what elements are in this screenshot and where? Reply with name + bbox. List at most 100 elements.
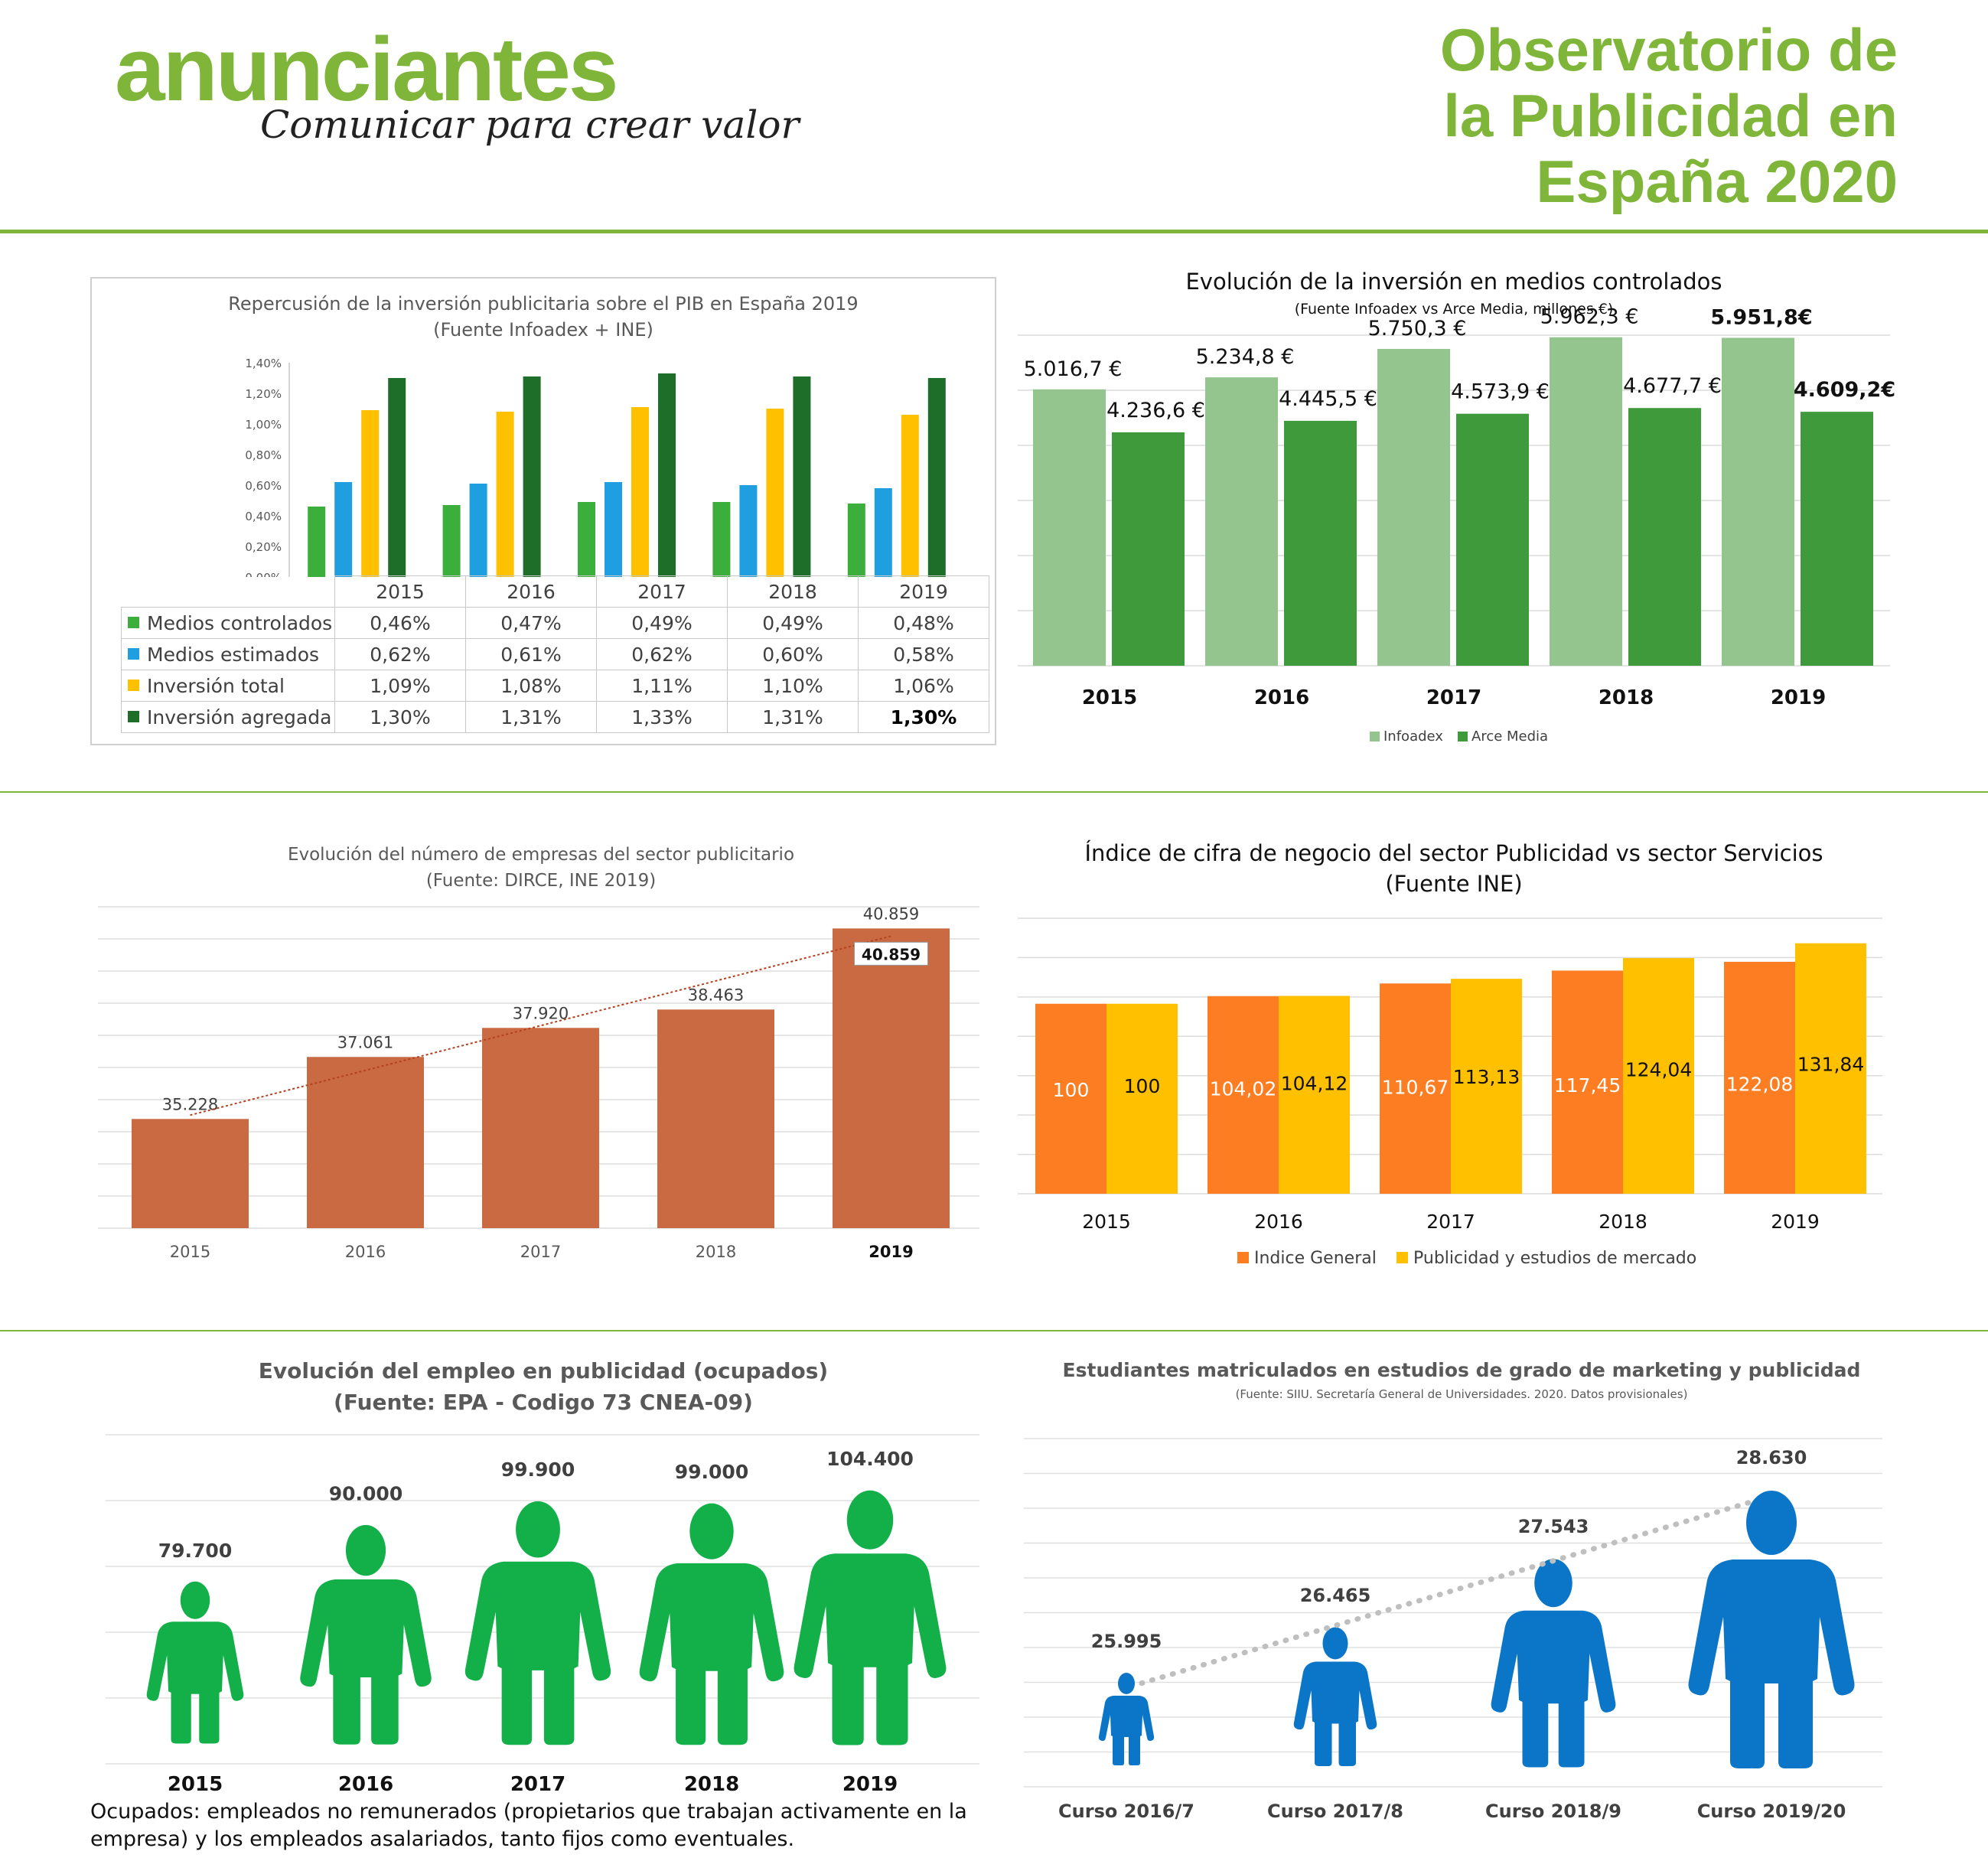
bar [657,1009,774,1228]
legend-label: Publicidad y estudios de mercado [1413,1249,1696,1268]
trendline [1139,1500,1752,1687]
pib-data-table: 2015 2016 2017 2018 2019 Medios controla… [121,575,989,733]
data-label: 28.630 [1736,1447,1807,1468]
bar [496,412,514,577]
x-tick-label: 2018 [1599,686,1654,709]
data-label: 100 [1124,1075,1161,1097]
data-label: 99.900 [501,1458,575,1481]
data-label: 122,08 [1726,1073,1793,1095]
bar [1552,970,1623,1194]
bar [578,502,595,577]
legend-label: Indice General [1254,1249,1377,1268]
empleo-chart: Evolución del empleo en publicidad (ocup… [106,1358,979,1796]
table-cell: 0,46% [334,607,466,639]
bar [1451,979,1522,1194]
data-label: 79.700 [158,1540,232,1562]
x-tick-label: 2017 [1426,1211,1475,1233]
ocupados-note: Ocupados: empleados no remunerados (prop… [90,1800,967,1851]
x-tick-label: 2017 [520,1243,561,1261]
bar [1106,1003,1178,1194]
data-label: 4.236,6 € [1106,399,1205,422]
data-label: 104.400 [826,1448,914,1470]
bar [361,410,380,577]
bar [766,409,784,577]
data-label: 5.962,3 € [1540,305,1639,329]
year-header: 2016 [465,575,597,608]
bar [442,505,461,577]
legend-swatch [1237,1252,1249,1263]
page-title-line-1: Observatorio de [1439,16,1898,83]
bar [1033,389,1106,666]
series-label: Inversión agregada [147,706,332,728]
y-tick-label: 1,40% [245,357,282,370]
table-row: Medios estimados 0,62% 0,61% 0,62% 0,60%… [121,638,989,670]
table-cell: 1,31% [465,701,597,733]
bar [1207,996,1279,1194]
bar [1724,961,1795,1194]
table-cell: 0,62% [596,638,728,670]
bar [308,507,326,577]
y-tick-label: 0,40% [245,510,282,523]
table-cell: 1,31% [727,701,859,733]
series-label: Inversión total [147,674,285,697]
bar [132,1119,249,1228]
person-head [345,1524,386,1576]
bar [739,485,758,577]
x-tick-label: 2019 [842,1773,898,1796]
data-label: 110,67 [1382,1076,1449,1098]
data-label: 99.000 [675,1461,748,1483]
person-body [1688,1560,1855,1768]
data-label: 117,45 [1554,1074,1621,1097]
x-tick-label: 2017 [1426,686,1481,709]
person-figure [1098,1673,1155,1765]
person-figure [300,1524,432,1745]
bar [1205,377,1278,666]
data-label: 27.543 [1518,1516,1589,1537]
series-label: Medios controlados [147,611,333,634]
x-tick-label: Curso 2018/9 [1485,1801,1621,1822]
year-header: 2017 [596,575,728,608]
bar [833,928,950,1228]
bar [388,378,406,577]
table-cell: 0,47% [465,607,597,639]
person-head [846,1490,894,1550]
bar [793,376,811,577]
y-tick-label: 0,00% [245,571,282,577]
header-divider [0,230,1988,233]
chart-subtitle: (Fuente Infoadex vs Arce Media, millones… [1295,301,1614,318]
trendline [190,935,891,1116]
table-cell: 1,30% [334,701,466,733]
x-tick-label: Curso 2019/20 [1697,1801,1846,1822]
bar [605,482,622,577]
data-label: 4.445,5 € [1279,387,1377,411]
pib-bar-plot: 0,00% 0,20% 0,40% 0,60% 0,80% 1,00% 1,20% 1,40% [245,357,946,577]
data-label: 104,12 [1281,1072,1348,1094]
page-title: Observatorio de la Publicidad en España … [1286,17,1898,214]
x-tick-label: 2018 [684,1773,739,1796]
y-tick-label: 0,20% [245,540,282,554]
page-title-line-3: España 2020 [1536,148,1898,215]
data-label: 131,84 [1797,1053,1864,1075]
person-figure [639,1503,784,1745]
data-label: 5.750,3 € [1368,317,1467,341]
data-label: 90.000 [329,1483,402,1505]
x-tick-label: 2016 [345,1243,386,1261]
bar [631,407,649,577]
person-body [1491,1610,1616,1768]
bar [1380,983,1451,1194]
table-cell: 0,60% [727,638,859,670]
chart-subtitle: (Fuente: EPA - Codigo 73 CNEA-09) [334,1390,753,1415]
x-tick-label: 2015 [1082,686,1137,709]
x-tick-label: 2016 [1254,1211,1303,1233]
x-tick-label: 2015 [168,1773,223,1796]
data-label: 5.234,8 € [1196,345,1295,369]
bar [1284,420,1357,666]
table-cell: 1,10% [727,670,859,702]
legend-swatch [128,617,139,628]
bar [482,1028,599,1228]
person-figure [464,1501,611,1745]
bar [1279,996,1350,1194]
legend-swatch [1370,732,1380,741]
data-label: 5.016,7 € [1024,357,1123,381]
chart-title: Repercusión de la inversión publicitaria… [228,293,859,315]
